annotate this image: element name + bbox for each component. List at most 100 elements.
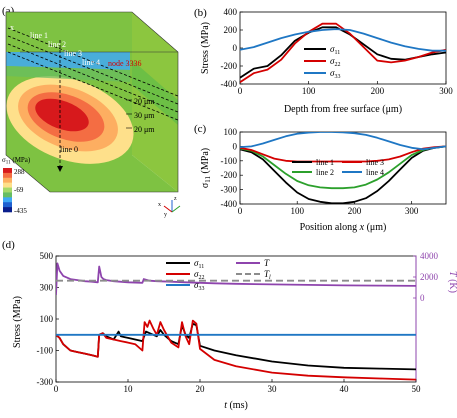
colorbar-tick-max: 288: [14, 168, 25, 176]
xlabel-c: Position along x (μm): [300, 222, 387, 233]
panel-d: (d) 0 10 20 30 40 50 -300 -100 100 300 500 0 2000 400…: [2, 239, 457, 411]
series-line-σ11: [240, 26, 446, 79]
legend-d-label-s22: σ22: [194, 269, 204, 281]
y-tick-label: 500: [40, 251, 54, 261]
front-cyan-band: [6, 66, 130, 82]
depth-label-2: 30 μm: [134, 111, 155, 120]
triad-x-arrow: [163, 205, 173, 213]
y-tick-label: 200: [224, 25, 238, 35]
line-1-label: line 1: [30, 31, 48, 40]
series-c: [240, 132, 446, 204]
legend-c-label-line4: line 4: [366, 168, 384, 177]
y-tick-label: -400: [221, 79, 238, 89]
colorbar-swatch: [3, 168, 12, 174]
line-0-label: line 0: [60, 145, 78, 154]
x-tick-label: 40: [340, 384, 350, 394]
y-tick-label: 100: [224, 127, 238, 137]
line-2-label: line 2: [48, 40, 66, 49]
series-b: [240, 22, 446, 83]
x-tick-label: 200: [348, 206, 362, 216]
y-tick-label: -100: [221, 156, 238, 166]
y-tick-label: -200: [221, 61, 238, 71]
legend-b-label-s22: σ22: [330, 56, 340, 68]
colorbar-swatch: [3, 182, 12, 188]
x-tick-label: 100: [290, 206, 304, 216]
line-0-arrowhead: [57, 166, 63, 172]
y-tick-label: 100: [40, 314, 54, 324]
axis-ticks-b: 0 100 200 300 -400 -200 0 200 400: [221, 7, 454, 96]
legend-b-label-s11: σ11: [330, 44, 340, 56]
ylabel-b: Stress (MPa): [200, 22, 211, 74]
legend-b: σ11 σ22 σ33: [304, 44, 340, 80]
xlabel-d: t (ms): [224, 400, 248, 411]
path-line-2: [7, 35, 179, 105]
legend-c-label-line1: line 1: [316, 158, 334, 167]
contour-red: [35, 98, 89, 132]
series-line-σ22: [56, 319, 416, 381]
legend-c: line 1 line 3 line 2 line 4: [292, 158, 384, 177]
legend-b-label-s33: σ33: [330, 68, 340, 80]
path-lines: [7, 27, 179, 170]
depth-label-3: 20 μm: [134, 125, 155, 134]
x-axis-tag: x: [10, 23, 14, 32]
series-d: [56, 262, 416, 381]
panel-c: (c) 0 100 200 300 -400 -300 -200 -100 0 100 Posit…: [194, 123, 447, 233]
path-line-3: [7, 43, 179, 113]
legend-c-label-line3: line 3: [366, 158, 384, 167]
line-3-label: line 3: [64, 49, 82, 58]
colorbar-swatch: [3, 172, 12, 179]
y2-tick-label: 0: [420, 293, 425, 303]
legend-d-label-s33: σ33: [194, 280, 204, 292]
y2-tick-label: 4000: [420, 251, 439, 261]
triad-z-label: z: [174, 196, 177, 202]
x-tick-label: 30: [268, 384, 278, 394]
colorbar-swatches: [3, 168, 12, 213]
x-tick-label: 300: [439, 86, 453, 96]
block-outline: [5, 11, 179, 193]
front-blue-band: [6, 52, 130, 70]
series-line-σ11: [56, 322, 416, 371]
colorbar-swatch: [3, 177, 12, 183]
x-tick-label: 20: [196, 384, 206, 394]
colorbar-tick-mid: -69: [14, 186, 24, 194]
colorbar-swatch: [3, 197, 12, 203]
node-label: node 3336: [108, 59, 142, 68]
panel-a: (a) line 1 line 2 line 3: [2, 5, 181, 218]
colorbar-title: σ11 (MPa): [2, 156, 31, 166]
triad-x-label: x: [158, 202, 161, 208]
series-line-σ22: [240, 22, 446, 83]
path-line-1: [7, 27, 179, 97]
x-tick-label: 200: [371, 86, 385, 96]
xlabel-b: Depth from free surface (μm): [284, 104, 402, 115]
x-tick-label: 100: [302, 86, 316, 96]
y-tick-label: 300: [40, 283, 54, 293]
line-4-label: line 4: [82, 58, 100, 67]
series-line-line-2: [240, 145, 446, 190]
depth-label-1: 20 μm: [134, 97, 155, 106]
colorbar-swatch: [3, 192, 12, 198]
legend-d-label-T: T: [264, 258, 270, 268]
series-line-T: [56, 262, 416, 295]
legend-d-label-s11: σ11: [194, 258, 204, 270]
ylabel-d: Stress (MPa): [12, 296, 23, 348]
panel-d-label: (d): [2, 239, 15, 251]
legend-d-label-Tl: Tl: [264, 269, 271, 281]
y-tick-label: 0: [233, 141, 238, 151]
legend-d: σ11 σ22 σ33 T Tl: [166, 258, 271, 292]
y-tick-label: -100: [37, 346, 54, 356]
legend-c-label-line2: line 2: [316, 168, 334, 177]
line-labels: line 1 line 2 line 3 line 4 line 0: [30, 31, 100, 154]
axis-triad: z x y: [158, 196, 181, 218]
ylabel-c: σ11 (MPa): [200, 148, 212, 188]
y-tick-label: -300: [37, 377, 54, 387]
y2-tick-label: 2000: [420, 272, 439, 282]
y-tick-label: -200: [221, 170, 238, 180]
panel-b-label: (b): [194, 7, 207, 19]
panel-c-label: (c): [194, 123, 207, 135]
colorbar: σ11 (MPa) 288 -69 -435: [2, 156, 31, 215]
colorbar-swatch: [3, 187, 12, 193]
series-line-line-1: [240, 145, 446, 204]
x-tick-label: 0: [54, 384, 59, 394]
x-tick-label: 300: [405, 206, 419, 216]
